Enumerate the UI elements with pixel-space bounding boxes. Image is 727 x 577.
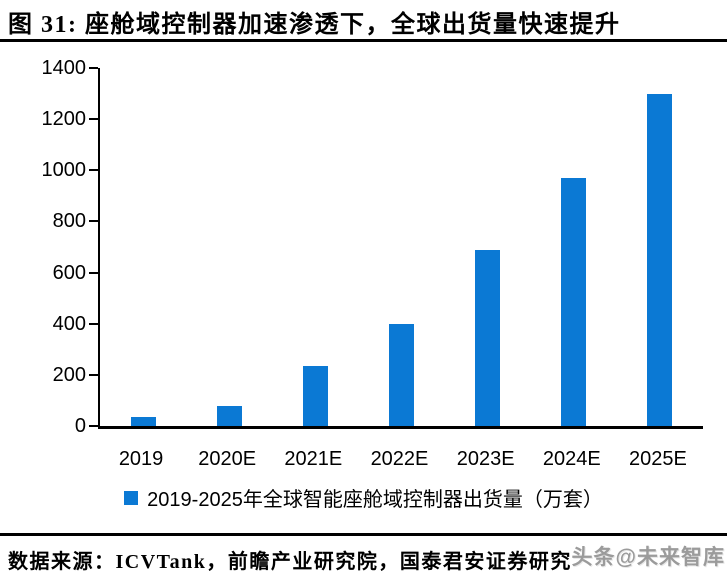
- x-axis-label-2023E: 2023E: [456, 448, 515, 470]
- y-axis-label: 1000: [41, 159, 87, 182]
- watermark: 头条@未来智库: [571, 546, 725, 569]
- figure-title: 图 31: 座舱域控制器加速渗透下，全球出货量快速提升: [8, 12, 621, 38]
- bar-2025E: [647, 93, 673, 426]
- x-axis-label-2021E: 2021E: [284, 448, 343, 470]
- y-axis-tick: [89, 67, 98, 69]
- bar-2021E: [302, 365, 328, 426]
- y-axis-label: 800: [52, 210, 86, 233]
- bar-2023E: [475, 249, 501, 426]
- x-axis-labels: 2019 2020E 2021E 2022E 2023E 2024E 2025E: [98, 448, 701, 471]
- plot-area: 0 200 400 600 800 1000 1200 1400: [42, 58, 703, 436]
- bars: [100, 68, 703, 426]
- y-axis-tick: [89, 169, 98, 172]
- y-axis-tick: [89, 373, 98, 376]
- legend: 2019-2025年全球智能座舱域控制器出货量（万套）: [0, 483, 727, 512]
- data-source-text: 数据来源：ICVTank，前瞻产业研究院，国泰君安证券研究: [8, 551, 572, 573]
- x-axis-label-2025E: 2025E: [628, 448, 687, 470]
- y-axis-label: 1400: [41, 57, 87, 79]
- legend-label: 2019-2025年全球智能座舱域控制器出货量（万套）: [147, 489, 603, 511]
- y-axis-tick: [89, 118, 98, 121]
- y-axis-label: 200: [52, 363, 86, 386]
- y-axis-label: 0: [74, 415, 86, 437]
- y-axis-label: 600: [52, 261, 86, 284]
- y-axis-tick: [89, 425, 98, 427]
- x-axis-label-2024E: 2024E: [542, 448, 601, 470]
- bar-2024E: [561, 177, 587, 426]
- y-axis-tick: [89, 271, 98, 274]
- y-axis-label: 400: [52, 312, 86, 335]
- x-axis-label-2020E: 2020E: [198, 448, 257, 470]
- bar-2020E: [216, 405, 242, 426]
- bar-2022E: [388, 323, 414, 426]
- header-divider: [0, 39, 727, 42]
- y-axis-tick: [89, 322, 98, 325]
- y-axis-label: 1200: [41, 108, 87, 131]
- x-axis-label-2022E: 2022E: [370, 448, 429, 470]
- footer-divider: [0, 533, 727, 536]
- bar-2019: [130, 417, 156, 426]
- legend-marker-icon: [124, 490, 139, 505]
- y-axis-tick: [89, 220, 98, 223]
- x-axis-label-2019: 2019: [118, 448, 164, 470]
